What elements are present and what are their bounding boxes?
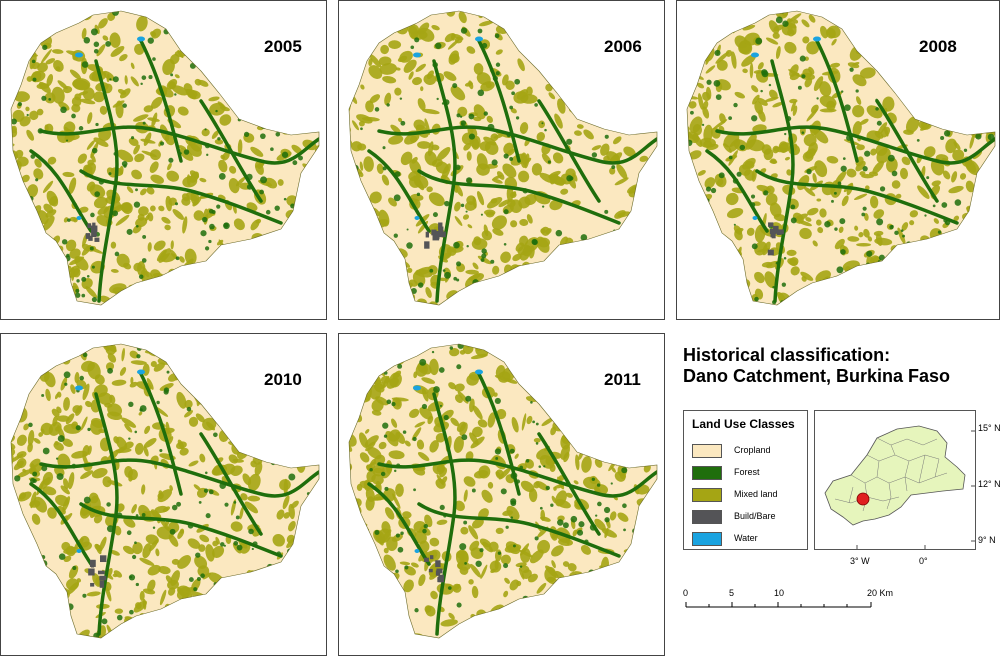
panel-year: 2006: [604, 37, 642, 56]
catchment-map: [10, 343, 320, 639]
scale-label-5: 5: [729, 588, 735, 598]
legend-swatch: [692, 488, 722, 502]
legend-label: Forest: [734, 467, 760, 477]
legend-label: Water: [734, 533, 758, 543]
lat-label-12n: 12° N: [978, 479, 1000, 489]
map-panel-2008: 2008: [676, 0, 1000, 320]
lon-label-0: 0°: [919, 556, 928, 566]
legend-swatch: [692, 532, 722, 546]
country-outline: [824, 425, 966, 526]
panel-year: 2005: [264, 37, 302, 56]
catchment-map: [348, 10, 658, 306]
scale-label-0: 0: [683, 588, 689, 598]
map-panel-2005: 2005: [0, 0, 327, 320]
map-panel-2010: 2010: [0, 333, 327, 656]
lon-label-3w: 3° W: [850, 556, 870, 566]
legend-swatch: [692, 444, 722, 458]
catchment-map: [348, 343, 658, 639]
burkina-faso-map: [824, 425, 975, 549]
panel-year: 2011: [604, 370, 641, 389]
catchment-map: [10, 10, 320, 306]
catchment-map: [686, 10, 996, 306]
lat-label-9n: 9° N: [978, 535, 996, 545]
legend-title: Land Use Classes: [692, 417, 795, 431]
legend-label: Build/Bare: [734, 511, 776, 521]
scale-label-20: 20 Km: [867, 588, 894, 598]
scale-label-10: 10: [774, 588, 785, 598]
map-panel-2006: 2006: [338, 0, 665, 320]
figure-title: Historical classification: Dano Catchmen…: [683, 345, 950, 387]
panel-year: 2010: [264, 370, 302, 389]
legend-label: Cropland: [734, 445, 771, 455]
panel-year: 2008: [919, 37, 957, 56]
map-panel-2011: 2011: [338, 333, 665, 656]
scale-ruler: [685, 602, 872, 608]
legend-swatch: [692, 510, 722, 524]
lat-label-15n: 15° N: [978, 423, 1000, 433]
title-line-2: Dano Catchment, Burkina Faso: [683, 366, 951, 386]
location-marker: [856, 492, 870, 506]
scale-bar: 0 5 10 20 Km: [683, 588, 893, 618]
title-line-1: Historical classification:: [683, 345, 891, 365]
legend: Land Use Classes Cropland Forest Mixed l…: [683, 410, 808, 550]
inset-locator-map: [814, 410, 976, 550]
legend-swatch: [692, 466, 722, 480]
legend-label: Mixed land: [734, 489, 778, 499]
